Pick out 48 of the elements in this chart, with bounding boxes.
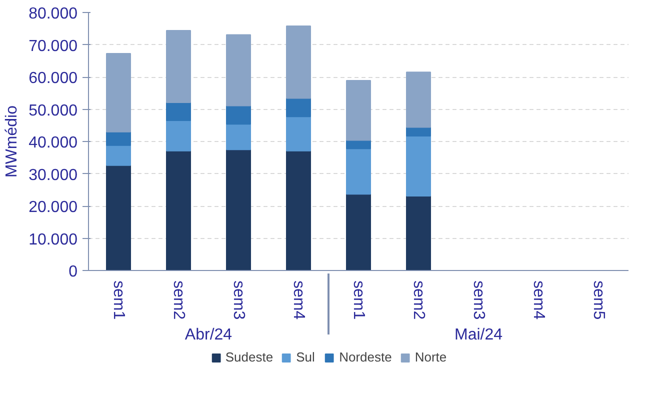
y-tick-label: 40.000: [28, 134, 78, 152]
y-tick-label: 60.000: [28, 70, 78, 87]
text: Mai/24: [454, 326, 503, 344]
bar: [286, 116, 311, 152]
text: Abr/24: [184, 326, 232, 344]
bar: [106, 131, 131, 146]
bar: [166, 120, 191, 152]
y-axis-title: MWmédio: [4, 105, 21, 178]
legend-label: Sudeste: [225, 350, 274, 364]
bar: [286, 98, 311, 118]
legend-label: Norte: [414, 350, 447, 364]
bar: [346, 80, 371, 141]
bar: [286, 26, 311, 99]
y-tick-label: 80.000: [28, 6, 78, 22]
bar: [406, 136, 431, 197]
x-tick-label: sem1: [350, 280, 367, 320]
bar: [406, 72, 431, 128]
y-tick-label: 0: [68, 264, 78, 280]
bar: [106, 144, 131, 166]
y-tick-label: 10.000: [28, 231, 78, 248]
y-tick-label: 50.000: [28, 102, 78, 120]
x-tick-label: sem4: [530, 280, 547, 320]
x-tick-label: sem4: [290, 280, 307, 320]
y-tick-label: 20.000: [28, 199, 78, 216]
legend-label: Sul: [296, 350, 316, 364]
x-tick-label: sem3: [230, 280, 247, 320]
x-tick-label: sem1: [110, 280, 127, 320]
bar: [166, 30, 191, 103]
bar: [106, 52, 131, 132]
x-tick-label: sem2: [410, 280, 427, 320]
y-tick-label: 70.000: [28, 38, 78, 55]
bar: [166, 102, 191, 122]
bar: [346, 148, 371, 195]
bar: [226, 124, 251, 150]
x-tick-label: sem5: [590, 280, 607, 320]
bar: [106, 164, 131, 270]
x-tick-label: sem3: [470, 280, 487, 320]
legend-label: Nordeste: [339, 350, 392, 364]
bar: [226, 34, 251, 106]
bar: [166, 150, 191, 270]
x-tick-label: sem2: [170, 280, 187, 320]
bar: [226, 105, 251, 125]
bar: [346, 140, 371, 150]
bar: [346, 194, 371, 270]
bar: [226, 149, 251, 270]
bar: [406, 196, 431, 270]
bar: [286, 150, 311, 270]
y-tick-label: 30.000: [28, 166, 78, 184]
